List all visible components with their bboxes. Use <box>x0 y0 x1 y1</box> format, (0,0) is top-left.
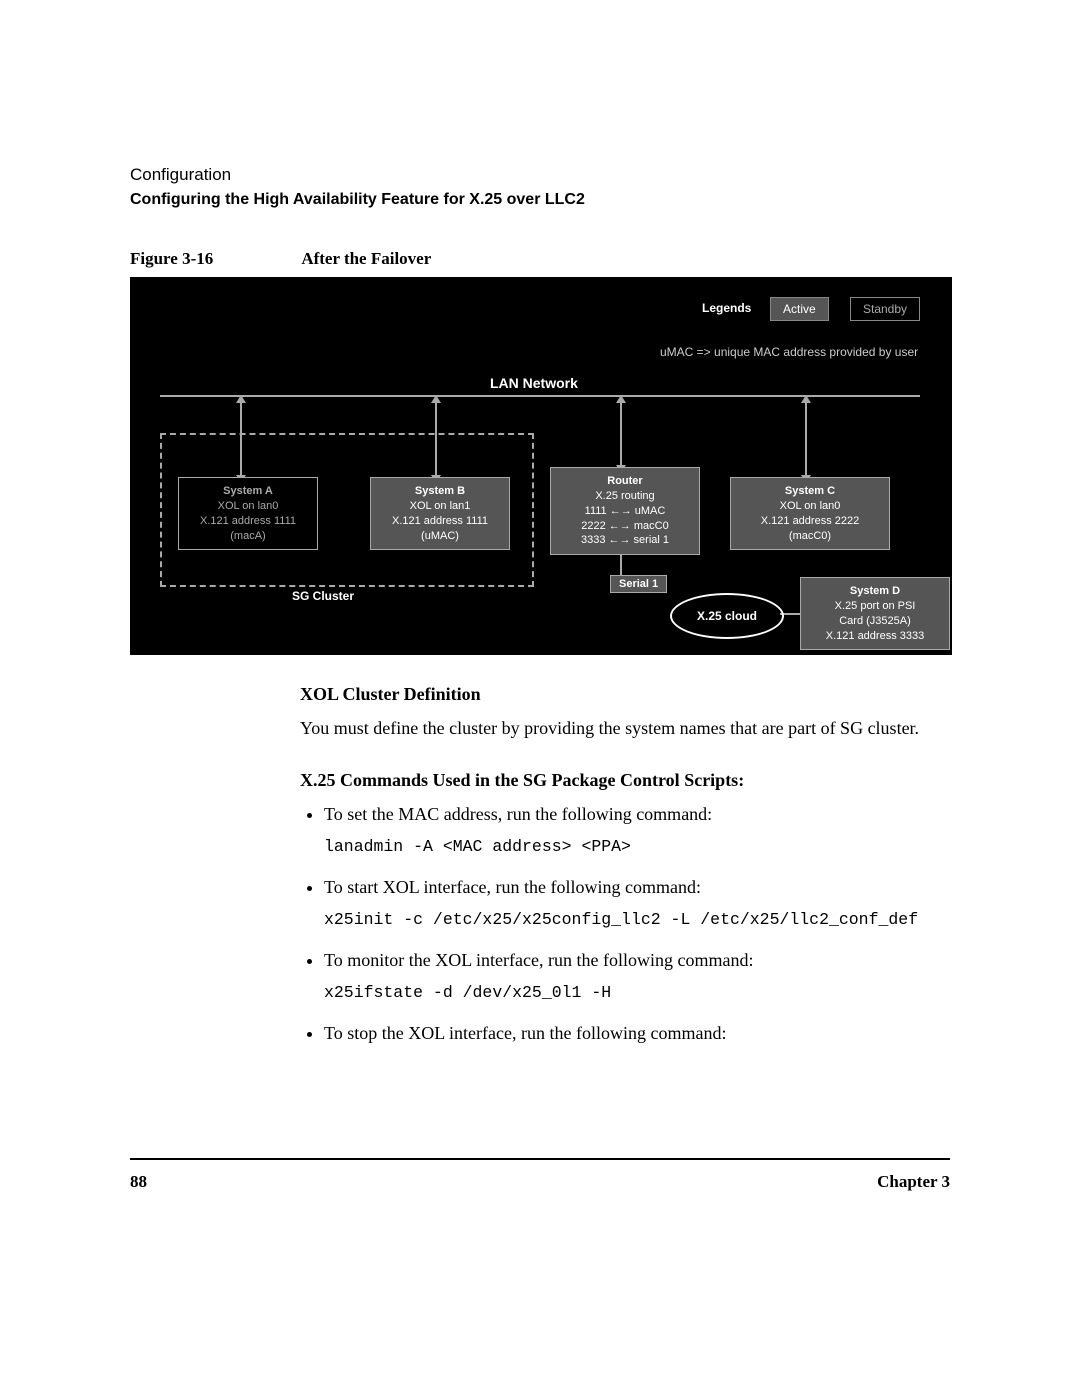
x25-cloud: X.25 cloud <box>670 593 784 639</box>
node-line: System D <box>805 584 945 599</box>
node-line: XOL on lan1 <box>375 499 505 514</box>
node-line: System B <box>375 484 505 499</box>
node-line: System A <box>183 484 313 499</box>
chapter-label: Chapter 3 <box>877 1172 950 1192</box>
umac-note: uMAC => unique MAC address provided by u… <box>660 345 918 359</box>
node-line: XOL on lan0 <box>183 499 313 514</box>
figure-caption: Figure 3-16 After the Failover <box>130 249 950 269</box>
node-line: X.25 routing <box>555 489 695 504</box>
node-line: X.121 address 1111 <box>375 514 505 529</box>
footer-rule <box>130 1158 950 1160</box>
node-line: (uMAC) <box>375 529 505 544</box>
xol-definition-heading: XOL Cluster Definition <box>300 681 950 707</box>
node-line: XOL on lan0 <box>735 499 885 514</box>
figure-number: Figure 3-16 <box>130 249 298 269</box>
node-line: System C <box>735 484 885 499</box>
arrow-system-b <box>435 401 437 477</box>
body-text: XOL Cluster Definition You must define t… <box>300 681 950 1046</box>
node-line: 1111 ←→ uMAC <box>555 504 695 519</box>
page-header: Configuration Configuring the High Avail… <box>130 165 950 209</box>
figure-title: After the Failover <box>301 249 431 268</box>
node-line: Card (J3525A) <box>805 614 945 629</box>
arrow-system-a <box>240 401 242 477</box>
cmd-code: lanadmin -A <MAC address> <PPA> <box>324 835 950 860</box>
cmd-code: x25init -c /etc/x25/x25config_llc2 -L /e… <box>324 908 950 933</box>
node-line: Router <box>555 474 695 489</box>
node-system-d: System D X.25 port on PSI Card (J3525A) … <box>800 577 950 650</box>
legend-standby: Standby <box>850 297 920 321</box>
node-line: (macC0) <box>735 529 885 544</box>
node-system-a: System A XOL on lan0 X.121 address 1111 … <box>178 477 318 550</box>
cmd-code: x25ifstate -d /dev/x25_0l1 -H <box>324 981 950 1006</box>
node-system-b: System B XOL on lan1 X.121 address 1111 … <box>370 477 510 550</box>
command-list: To set the MAC address, run the followin… <box>300 801 950 1046</box>
cmd-text: To stop the XOL interface, run the follo… <box>324 1023 726 1043</box>
lan-network-label: LAN Network <box>490 375 578 391</box>
cmd-text: To set the MAC address, run the followin… <box>324 804 712 824</box>
sg-cluster-label: SG Cluster <box>292 589 354 603</box>
list-item: To start XOL interface, run the followin… <box>324 874 950 933</box>
header-category: Configuration <box>130 165 950 185</box>
arrow-router <box>620 401 622 467</box>
node-system-c: System C XOL on lan0 X.121 address 2222 … <box>730 477 890 550</box>
list-item: To monitor the XOL interface, run the fo… <box>324 947 950 1006</box>
node-line: (macA) <box>183 529 313 544</box>
arrow-system-c <box>805 401 807 477</box>
node-line: 3333 ←→ serial 1 <box>555 533 695 548</box>
network-diagram: Legends Active Standby uMAC => unique MA… <box>130 277 952 655</box>
node-line: X.25 port on PSI <box>805 599 945 614</box>
list-item: To stop the XOL interface, run the follo… <box>324 1020 950 1046</box>
node-line: X.121 address 2222 <box>735 514 885 529</box>
cmd-text: To start XOL interface, run the followin… <box>324 877 701 897</box>
xol-definition-paragraph: You must define the cluster by providing… <box>300 715 950 741</box>
serial-1-label: Serial 1 <box>610 575 667 593</box>
node-router: Router X.25 routing 1111 ←→ uMAC 2222 ←→… <box>550 467 700 555</box>
legend-label: Legends <box>690 297 763 319</box>
list-item: To set the MAC address, run the followin… <box>324 801 950 860</box>
legend-active: Active <box>770 297 829 321</box>
commands-heading: X.25 Commands Used in the SG Package Con… <box>300 767 950 793</box>
node-line: X.121 address 3333 <box>805 629 945 644</box>
page-number: 88 <box>130 1172 147 1192</box>
cmd-text: To monitor the XOL interface, run the fo… <box>324 950 753 970</box>
header-title: Configuring the High Availability Featur… <box>130 191 950 209</box>
page-content: Configuration Configuring the High Avail… <box>130 165 950 1060</box>
node-line: X.121 address 1111 <box>183 514 313 529</box>
node-line: 2222 ←→ macC0 <box>555 519 695 534</box>
page-footer: 88 Chapter 3 <box>130 1172 950 1192</box>
